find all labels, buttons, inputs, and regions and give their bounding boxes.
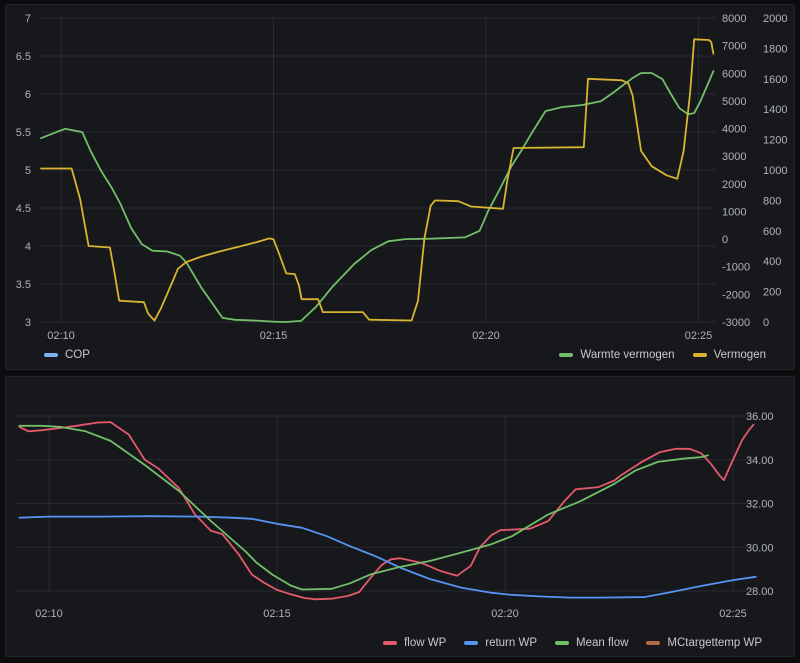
legend-item-flow-wp[interactable]: flow WP <box>383 637 446 649</box>
legend-label-mctargettemp-wp: MCtargettemp WP <box>667 637 762 649</box>
legend-label-warmte-vermogen: Warmte vermogen <box>580 349 675 361</box>
x-axis-tick-label: 02:15 <box>263 608 291 620</box>
legend-swatch-vermogen <box>692 353 707 357</box>
y-axis-tick-label-right: 34.00 <box>746 455 774 467</box>
legend-bottom: flow WP return WP Mean flow MCtargettemp WP <box>6 637 794 649</box>
y-axis-tick-label-right2: 1800 <box>763 43 787 55</box>
y-axis-tick-label-right1: 5000 <box>722 96 746 108</box>
series-line-return-wp <box>18 515 757 599</box>
series-line-flow-wp <box>18 421 755 601</box>
y-axis-tick-label-right2: 1600 <box>763 74 787 86</box>
y-axis-tick-label-right1: 8000 <box>722 13 746 25</box>
y-axis-tick-label-left: 7 <box>25 13 31 25</box>
y-axis-tick-label-left: 5.5 <box>16 127 31 139</box>
x-axis-tick-label: 02:25 <box>719 608 747 620</box>
legend-label-return-wp: return WP <box>485 637 537 649</box>
panel-bottom-chart: 02:10 02:15 02:20 02:25 36.00 34.00 32.00 30.00… <box>5 376 795 657</box>
y-axis-tick-label-left: 3 <box>25 317 31 329</box>
legend-swatch-flow-wp <box>383 641 398 645</box>
x-axis-tick-label: 02:10 <box>35 608 63 620</box>
y-axis-tick-label-left: 4.5 <box>16 203 31 215</box>
y-axis-tick-label-right2: 600 <box>763 226 781 238</box>
x-axis-tick-label: 02:10 <box>47 330 75 342</box>
y-axis-tick-label-right1: -1000 <box>722 262 750 274</box>
legend-label-cop: COP <box>65 349 90 361</box>
series-line-warmte-vermogen <box>40 70 715 323</box>
y-axis-tick-label-left: 3.5 <box>16 279 31 291</box>
x-axis-tick-label: 02:20 <box>491 608 519 620</box>
y-axis-tick-label-right2: 1400 <box>763 104 787 116</box>
panel-top-chart: 02:10 02:15 02:20 02:25 7 6.5 6 5.5 5 4.5 4 3.5 3 800… <box>5 4 795 370</box>
y-axis-tick-label-right1: 3000 <box>722 151 746 163</box>
legend-label-mean-flow: Mean flow <box>576 637 629 649</box>
y-axis-tick-label-right2: 400 <box>763 256 781 268</box>
y-axis-tick-label-right1: 4000 <box>722 124 746 136</box>
y-axis-tick-label-right1: 1000 <box>722 206 746 218</box>
y-axis-tick-label-left: 4 <box>25 241 31 253</box>
legend-item-return-wp[interactable]: return WP <box>464 637 537 649</box>
y-axis-tick-label-right1: 7000 <box>722 41 746 53</box>
y-axis-tick-label-right1: -3000 <box>722 317 750 329</box>
x-axis-tick-label: 02:20 <box>472 330 500 342</box>
legend-item-warmte-vermogen[interactable]: Warmte vermogen <box>559 349 675 361</box>
y-axis-tick-label-right: 28.00 <box>746 586 774 598</box>
legend-item-mean-flow[interactable]: Mean flow <box>555 637 628 649</box>
y-axis-tick-label-right2: 1200 <box>763 135 787 147</box>
legend-swatch-mctargettemp-wp <box>646 641 661 645</box>
legend-swatch-return-wp <box>464 641 479 645</box>
y-axis-tick-label-right1: 6000 <box>722 68 746 80</box>
legend-swatch-cop <box>44 353 58 357</box>
series-line-vermogen <box>40 38 715 322</box>
y-axis-tick-label-right: 32.00 <box>746 499 774 511</box>
y-axis-tick-label-right1: 2000 <box>722 179 746 191</box>
y-axis-tick-label-right1: -2000 <box>722 289 750 301</box>
y-axis-tick-label-right2: 200 <box>763 287 781 299</box>
y-axis-tick-label-right2: 1000 <box>763 165 787 177</box>
legend-top: COP Warmte vermogen Vermogen <box>6 349 794 361</box>
y-axis-tick-label-right: 36.00 <box>746 411 774 423</box>
x-axis-tick-label: 02:15 <box>260 330 288 342</box>
y-axis-tick-label-right2: 800 <box>763 195 781 207</box>
time-series-plot-top[interactable]: 02:10 02:15 02:20 02:25 7 6.5 6 5.5 5 4.5 4 3.5 3 800… <box>6 5 794 345</box>
y-axis-tick-label-right: 30.00 <box>746 542 774 554</box>
y-axis-tick-label-left: 6 <box>25 89 31 101</box>
y-axis-tick-label-right2: 0 <box>763 317 769 329</box>
series-line-mean-flow <box>18 424 709 591</box>
y-axis-tick-label-right1: 0 <box>722 234 728 246</box>
legend-label-vermogen: Vermogen <box>713 349 766 361</box>
legend-item-mctargettemp-wp[interactable]: MCtargettemp WP <box>646 637 762 649</box>
legend-swatch-warmte-vermogen <box>559 353 574 357</box>
legend-label-flow-wp: flow WP <box>404 637 447 649</box>
y-axis-tick-label-left: 6.5 <box>16 51 31 63</box>
time-series-plot-bottom[interactable]: 02:10 02:15 02:20 02:25 36.00 34.00 32.00 30.00… <box>6 377 794 632</box>
y-axis-tick-label-right2: 2000 <box>763 13 787 25</box>
legend-item-cop[interactable]: COP <box>44 349 90 361</box>
y-axis-tick-label-left: 5 <box>25 165 31 177</box>
x-axis-tick-label: 02:25 <box>685 330 713 342</box>
legend-item-vermogen[interactable]: Vermogen <box>692 349 766 361</box>
legend-swatch-mean-flow <box>555 641 569 645</box>
